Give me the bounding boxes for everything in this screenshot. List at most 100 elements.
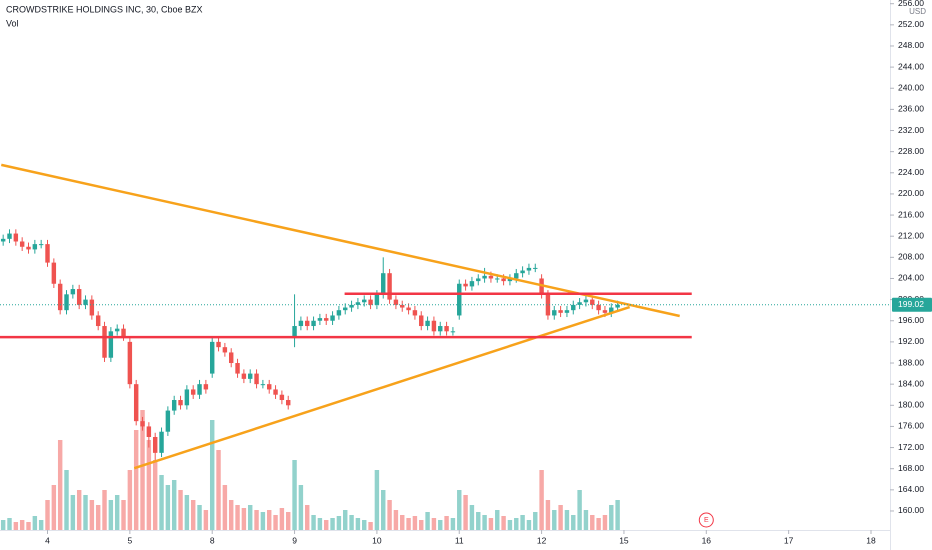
candle-body — [133, 384, 139, 422]
earnings-marker — [698, 512, 714, 528]
volume-bar — [317, 518, 323, 530]
volume-bar — [114, 495, 120, 530]
candle-body — [165, 410, 171, 432]
candle-body — [558, 310, 563, 313]
y-tick-label: 160.00 — [898, 505, 924, 515]
x-tick-label: 10 — [372, 535, 382, 545]
volume-bar — [400, 515, 405, 530]
volume-bar — [596, 518, 601, 530]
volume-bar — [267, 510, 272, 530]
candle-body — [400, 304, 405, 308]
y-tick-label: 216.00 — [898, 209, 924, 219]
volume-bar — [76, 490, 82, 530]
candle-body — [292, 326, 297, 337]
volume-bar — [70, 495, 76, 530]
volume-bar — [526, 520, 532, 530]
trend-line — [0, 163, 680, 318]
y-tick-label: 208.00 — [898, 252, 924, 262]
candle-body — [450, 331, 456, 333]
y-tick-label: 176.00 — [898, 421, 924, 431]
volume-bar — [7, 518, 12, 530]
candle-body — [324, 318, 329, 321]
candle-body — [247, 373, 253, 379]
candle-body — [495, 278, 500, 280]
volume-bar — [178, 490, 183, 530]
volume-bar — [254, 510, 259, 530]
volume-bar — [419, 520, 424, 530]
candle-body — [406, 307, 411, 311]
candle-body — [298, 320, 304, 327]
x-tick-label: 17 — [784, 535, 794, 545]
volume-bar — [469, 505, 475, 530]
volume-bar — [235, 505, 240, 530]
y-tick-label: 244.00 — [898, 61, 924, 71]
y-tick-label: 180.00 — [898, 400, 924, 410]
candle-body — [393, 299, 399, 305]
volume-bar — [514, 518, 519, 530]
x-tick-label: 5 — [127, 535, 132, 545]
volume-bar — [457, 490, 462, 530]
candle-body — [26, 246, 31, 250]
candle-body — [0, 238, 6, 242]
volume-bar — [482, 515, 487, 530]
candle-body — [469, 281, 475, 287]
volume-bar — [564, 510, 570, 530]
candle-body — [152, 436, 158, 453]
volume-bar — [184, 495, 190, 530]
volume-bar — [0, 520, 6, 530]
x-tick-label: 9 — [292, 535, 297, 545]
volume-bar — [190, 500, 196, 530]
volume-bar — [292, 460, 297, 530]
chart-title: CROWDSTRIKE HOLDINGS INC, 30, Cboe BZX — [6, 4, 203, 14]
candle-body — [140, 421, 145, 427]
volume-bar — [152, 460, 158, 530]
volume-bar — [95, 505, 101, 530]
candle-body — [19, 241, 25, 247]
candle-body — [190, 389, 196, 395]
y-tick-label: 164.00 — [898, 484, 924, 494]
y-tick-label: 212.00 — [898, 230, 924, 240]
y-tick-label: 224.00 — [898, 167, 924, 177]
y-tick-label: 204.00 — [898, 273, 924, 283]
last-price-box — [892, 297, 932, 312]
y-tick-label: 196.00 — [898, 315, 924, 325]
candle-body — [279, 394, 285, 401]
candle-body — [387, 273, 392, 300]
candle-body — [501, 278, 506, 282]
y-tick-label: 188.00 — [898, 357, 924, 367]
candle-body — [273, 389, 278, 395]
volume-bar — [381, 490, 386, 530]
volume-bar — [520, 515, 525, 530]
volume-bar — [362, 520, 367, 530]
volume-bar — [444, 516, 449, 530]
volume-bar — [228, 500, 234, 530]
y-tick-label: 232.00 — [898, 125, 924, 135]
candle-body — [583, 299, 589, 303]
volume-bar — [552, 510, 557, 530]
volume-bar — [247, 505, 253, 530]
candle-body — [114, 328, 120, 332]
candle-body — [533, 267, 538, 269]
candle-body — [336, 310, 342, 316]
candle-body — [83, 299, 88, 305]
candle-body — [552, 310, 557, 316]
earnings-label: E — [704, 517, 709, 524]
volume-bar — [83, 495, 88, 530]
x-tick-label: 4 — [45, 535, 50, 545]
volume-bar — [203, 510, 209, 530]
y-tick-label: 252.00 — [898, 19, 924, 29]
candle-body — [355, 302, 361, 305]
candle-body — [7, 233, 12, 239]
candle-body — [571, 304, 576, 311]
y-tick-label: 192.00 — [898, 336, 924, 346]
trend-line — [133, 305, 631, 470]
candle-body — [431, 320, 437, 332]
y-tick-label: 236.00 — [898, 104, 924, 114]
volume-bar — [431, 518, 437, 530]
volume-bar — [26, 522, 31, 530]
candle-body — [615, 304, 620, 308]
candle-body — [13, 233, 19, 242]
x-tick-label: 11 — [455, 535, 464, 545]
last-price-label: 199.02 — [898, 299, 924, 309]
volume-bar — [488, 518, 494, 530]
